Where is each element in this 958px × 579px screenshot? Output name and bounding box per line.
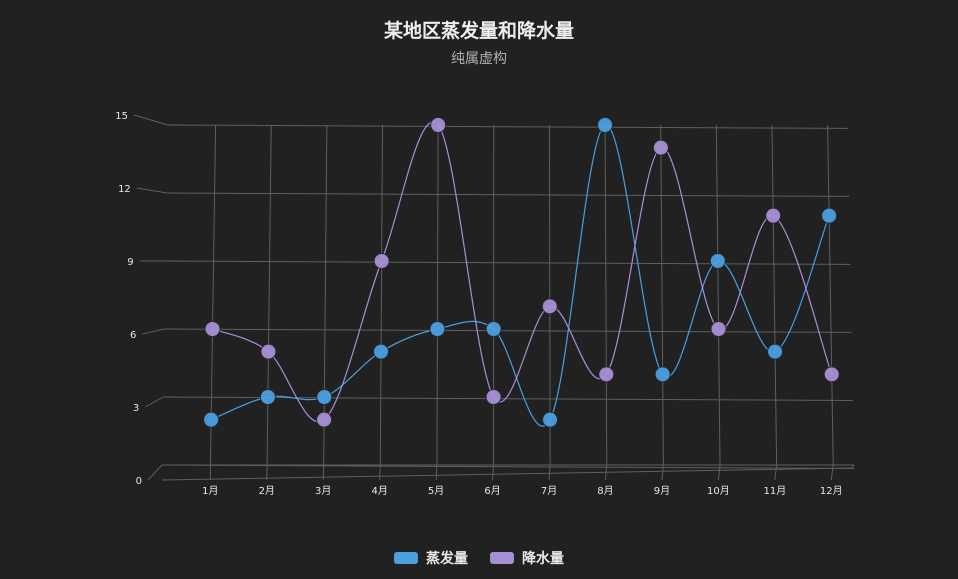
grid-line-x-9: [715, 124, 721, 466]
floor-grid-line-11: [830, 464, 834, 481]
tick-layer: 0 3 6 9 12 15 1月 2月 3月 4月 5月 6月 7月 8月 9月 10月 11月 12月: [115, 111, 842, 497]
series-line-0: [210, 124, 830, 427]
grid-line-x-10: [771, 124, 778, 466]
floor-grid-line-5: [492, 464, 495, 481]
grid-layer: [133, 114, 855, 481]
x-tick-label-4: 5月: [428, 485, 444, 497]
legend: 蒸发量 降水量: [0, 548, 958, 568]
data-point-series-1-8: [652, 139, 669, 156]
legend-item-series-1[interactable]: 降水量: [490, 548, 564, 568]
grid-line-x-11: [827, 124, 834, 466]
data-point-series-0-0: [203, 411, 220, 428]
floor-front-edge: [161, 467, 853, 481]
floor-right-edge: [851, 464, 855, 469]
side-grid-line-0: [147, 464, 163, 481]
floor-grid-line-10: [774, 464, 778, 481]
y-tick-label-0: 0: [136, 476, 142, 487]
x-tick-label-11: 12月: [820, 485, 843, 497]
x-tick-label-6: 7月: [541, 485, 557, 497]
y-tick-label-4: 12: [118, 184, 131, 195]
grid-line-x-6: [548, 124, 551, 466]
data-point-series-0-2: [316, 389, 333, 405]
chart-subtitle: 纯属虚构: [451, 51, 507, 67]
data-point-series-0-11: [821, 207, 838, 224]
legend-item-series-0[interactable]: 蒸发量: [394, 548, 468, 568]
legend-label-series-0: 蒸发量: [426, 551, 468, 567]
series-layer: [203, 117, 840, 428]
grid-line-x-1: [266, 124, 272, 466]
data-point-series-0-9: [709, 253, 726, 269]
grid-line-x-3: [379, 124, 384, 466]
data-point-series-1-5: [485, 389, 502, 405]
data-point-series-0-8: [654, 366, 671, 383]
grid-line-y-1: [163, 396, 853, 401]
x-tick-label-0: 1月: [202, 485, 218, 497]
data-point-series-0-4: [429, 321, 446, 337]
floor-grid-line-4: [435, 464, 438, 481]
data-point-series-0-10: [767, 343, 784, 360]
grid-line-x-2: [323, 124, 328, 466]
data-point-series-0-1: [259, 389, 276, 405]
floor-grid-line-8: [661, 464, 664, 481]
side-grid-line-4: [136, 187, 167, 194]
legend-swatch-series-1: [490, 552, 514, 564]
data-point-series-1-1: [260, 343, 277, 360]
legend-label-series-1: 降水量: [522, 551, 564, 567]
x-tick-label-7: 8月: [597, 485, 613, 497]
data-point-series-1-10: [765, 207, 782, 224]
floor-grid-line-3: [379, 464, 381, 481]
grid-line-y-0: [161, 464, 855, 469]
grid-line-x-4: [436, 124, 439, 466]
grid-line-y-5: [167, 124, 849, 129]
data-point-series-1-3: [373, 253, 390, 269]
y-tick-label-2: 6: [130, 330, 136, 341]
side-grid-line-1: [144, 396, 164, 408]
series-line-1: [212, 121, 833, 423]
side-grid-line-5: [133, 114, 169, 126]
chart-title: 某地区蒸发量和降水量: [383, 20, 574, 42]
data-point-series-0-7: [597, 117, 614, 133]
x-tick-label-3: 4月: [371, 485, 387, 497]
legend-swatch-series-0: [394, 552, 418, 564]
data-point-series-0-3: [373, 343, 390, 360]
data-point-series-0-5: [485, 321, 502, 337]
data-point-series-1-9: [710, 321, 727, 337]
grid-line-x-7: [604, 124, 608, 466]
data-point-series-1-6: [541, 298, 558, 315]
grid-line-y-3: [165, 260, 851, 265]
data-point-series-1-11: [823, 366, 840, 383]
x-tick-label-8: 9月: [654, 485, 670, 497]
grid-line-x-8: [660, 124, 664, 466]
data-point-series-1-7: [598, 366, 615, 383]
data-point-series-1-4: [430, 117, 447, 133]
y-tick-label-5: 15: [115, 111, 128, 122]
x-tick-label-2: 3月: [315, 485, 331, 497]
x-tick-label-1: 2月: [259, 485, 275, 497]
y-tick-label-1: 3: [133, 403, 139, 414]
floor-grid-line-9: [717, 464, 721, 481]
data-point-series-1-2: [316, 411, 333, 428]
data-point-series-0-6: [542, 411, 559, 428]
grid-line-y-2: [164, 328, 852, 333]
grid-line-y-4: [166, 192, 850, 197]
x-tick-label-5: 6月: [484, 485, 500, 497]
side-grid-line-2: [142, 328, 165, 335]
grid-line-x-0: [209, 124, 217, 466]
data-point-series-1-0: [204, 321, 221, 337]
x-tick-label-9: 10月: [707, 485, 730, 497]
floor-grid-line-6: [548, 464, 551, 481]
x-tick-label-10: 11月: [763, 485, 786, 497]
y-tick-label-3: 9: [127, 257, 133, 268]
